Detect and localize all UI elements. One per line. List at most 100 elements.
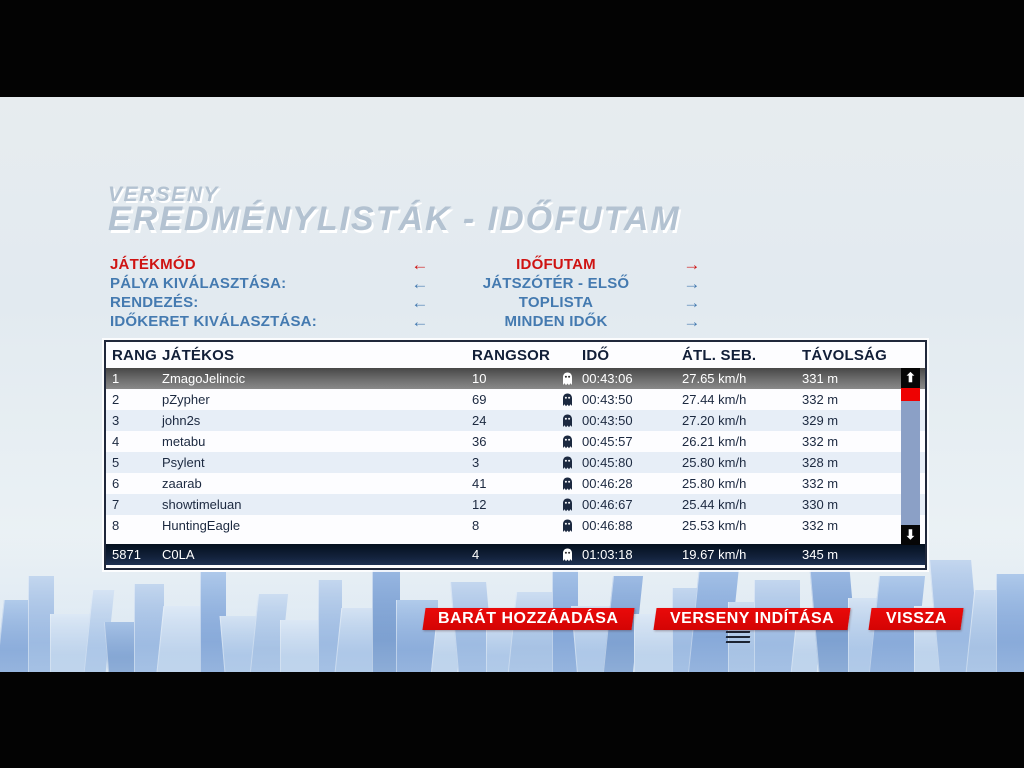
table-row[interactable]: 7 showtimeluan 12 00:46:67 25.44 km/h 33… [106, 494, 925, 515]
table-row[interactable]: 8 HuntingEagle 8 00:46:88 25.53 km/h 332… [106, 515, 925, 536]
cell-rank: 2 [112, 392, 120, 407]
cell-avg-speed: 19.67 km/h [682, 547, 747, 562]
cell-player: ZmagoJelincic [162, 371, 246, 386]
ghost-icon[interactable] [552, 456, 582, 470]
table-row[interactable]: 4 metabu 36 00:45:57 26.21 km/h 332 m [106, 431, 925, 452]
cell-time: 01:03:18 [582, 547, 633, 562]
cell-avg-speed: 27.65 km/h [682, 371, 747, 386]
col-header-player: JÁTÉKOS [162, 346, 235, 364]
page-title-block: VERSENY EREDMÉNYLISTÁK - IDŐFUTAM [108, 183, 681, 238]
cell-time: 00:43:50 [582, 413, 633, 428]
option-track-select[interactable]: PÁLYA KIVÁLASZTÁSA: ← JÁTSZÓTÉR - ELSŐ → [110, 274, 704, 293]
ghost-icon[interactable] [552, 435, 582, 449]
letterbox-top [0, 0, 1024, 97]
options-menu: JÁTÉKMÓD ← IDŐFUTAM → PÁLYA KIVÁLASZTÁSA… [110, 255, 704, 331]
option-label: RENDEZÉS: [110, 294, 199, 311]
scrollbar: ⬆ ⬇ [901, 368, 920, 545]
cell-time: 00:46:28 [582, 476, 633, 491]
col-header-distance: TÁVOLSÁG [802, 346, 887, 364]
cell-ladder: 36 [472, 434, 487, 449]
cell-time: 00:45:80 [582, 455, 633, 470]
ghost-icon[interactable] [552, 393, 582, 407]
start-race-button[interactable]: VERSENY INDÍTÁSA [653, 608, 851, 630]
table-row[interactable]: 3 john2s 24 00:43:50 27.20 km/h 329 m [106, 410, 925, 431]
leaderboard-rows: 1 ZmagoJelincic 10 00:43:06 27.65 km/h 3… [106, 368, 925, 565]
cell-rank: 8 [112, 518, 120, 533]
cell-rank: 4 [112, 434, 120, 449]
table-row[interactable]: 5871 C0LA 4 01:03:18 19.67 km/h 345 m [106, 544, 925, 565]
option-game-mode[interactable]: JÁTÉKMÓD ← IDŐFUTAM → [110, 255, 704, 274]
cell-time: 00:46:67 [582, 497, 633, 512]
ghost-icon[interactable] [552, 477, 582, 491]
leaderboard-header: RANG JÁTÉKOS RANGSOR IDŐ ÁTL. SEB. TÁVOL… [106, 342, 925, 368]
scrollbar-track[interactable] [901, 401, 920, 525]
right-arrow-icon[interactable]: → [683, 255, 701, 274]
cell-player: showtimeluan [162, 497, 242, 512]
col-header-ladder: RANGSOR [472, 346, 551, 364]
right-arrow-icon[interactable]: → [683, 293, 701, 312]
table-row[interactable]: 5 Psylent 3 00:45:80 25.80 km/h 328 m [106, 452, 925, 473]
cell-avg-speed: 25.80 km/h [682, 455, 747, 470]
add-friend-button[interactable]: BARÁT HOZZÁADÁSA [422, 608, 635, 630]
back-button[interactable]: VISSZA [868, 608, 964, 630]
cell-rank: 5871 [112, 547, 141, 562]
option-value: IDŐFUTAM [516, 256, 596, 273]
left-arrow-icon[interactable]: ← [411, 312, 429, 331]
option-label: PÁLYA KIVÁLASZTÁSA: [110, 275, 287, 292]
scroll-up-icon[interactable]: ⬆ [901, 368, 920, 388]
cell-distance: 332 m [802, 392, 839, 407]
ghost-icon[interactable] [552, 372, 582, 386]
option-label: IDŐKERET KIVÁLASZTÁSA: [110, 313, 317, 330]
cell-ladder: 4 [472, 547, 480, 562]
table-row[interactable]: 1 ZmagoJelincic 10 00:43:06 27.65 km/h 3… [106, 368, 925, 389]
table-row[interactable]: 2 pZypher 69 00:43:50 27.44 km/h 332 m [106, 389, 925, 410]
cell-rank: 5 [112, 455, 120, 470]
cell-ladder: 41 [472, 476, 487, 491]
cell-distance: 331 m [802, 371, 839, 386]
cell-time: 00:45:57 [582, 434, 633, 449]
ghost-icon[interactable] [552, 414, 582, 428]
cell-player: C0LA [162, 547, 195, 562]
ghost-icon[interactable] [552, 498, 582, 512]
cell-player: john2s [162, 413, 201, 428]
option-value: TOPLISTA [518, 294, 594, 311]
page-title: EREDMÉNYLISTÁK - IDŐFUTAM [108, 200, 681, 238]
option-sorting[interactable]: RENDEZÉS: ← TOPLISTA → [110, 293, 704, 312]
cell-distance: 332 m [802, 476, 839, 491]
option-timeframe[interactable]: IDŐKERET KIVÁLASZTÁSA: ← MINDEN IDŐK → [110, 312, 704, 331]
left-arrow-icon[interactable]: ← [411, 255, 429, 274]
left-arrow-icon[interactable]: ← [411, 293, 429, 312]
ghost-icon[interactable] [552, 548, 582, 562]
cell-ladder: 12 [472, 497, 487, 512]
option-value: JÁTSZÓTÉR - ELSŐ [482, 275, 630, 292]
option-value: MINDEN IDŐK [504, 313, 608, 330]
scrollbar-thumb[interactable] [901, 388, 920, 401]
right-arrow-icon[interactable]: → [683, 312, 701, 331]
col-header-avg-speed: ÁTL. SEB. [682, 346, 757, 364]
scroll-down-icon[interactable]: ⬇ [901, 525, 920, 545]
col-header-rank: RANG [112, 346, 157, 364]
left-arrow-icon[interactable]: ← [411, 274, 429, 293]
leaderboard-panel: RANG JÁTÉKOS RANGSOR IDŐ ÁTL. SEB. TÁVOL… [104, 340, 927, 570]
ghost-icon[interactable] [552, 519, 582, 533]
cell-distance: 328 m [802, 455, 839, 470]
cell-player: HuntingEagle [162, 518, 241, 533]
right-arrow-icon[interactable]: → [683, 274, 701, 293]
cell-player: pZypher [162, 392, 210, 407]
page-subtitle: VERSENY [108, 183, 219, 206]
table-row[interactable]: 6 zaarab 41 00:46:28 25.80 km/h 332 m [106, 473, 925, 494]
cell-player: metabu [162, 434, 206, 449]
cell-rank: 6 [112, 476, 120, 491]
cell-distance: 332 m [802, 434, 839, 449]
cell-avg-speed: 25.53 km/h [682, 518, 747, 533]
menu-stage: VERSENY EREDMÉNYLISTÁK - IDŐFUTAM JÁTÉKM… [0, 97, 1024, 672]
cell-avg-speed: 25.80 km/h [682, 476, 747, 491]
cell-time: 00:43:50 [582, 392, 633, 407]
col-header-time: IDŐ [582, 346, 610, 364]
add-friend-button-label: BARÁT HOZZÁADÁSA [438, 610, 619, 627]
cell-avg-speed: 25.44 km/h [682, 497, 747, 512]
cell-avg-speed: 27.20 km/h [682, 413, 747, 428]
cell-avg-speed: 26.21 km/h [682, 434, 747, 449]
building-vent-detail [725, 631, 751, 646]
